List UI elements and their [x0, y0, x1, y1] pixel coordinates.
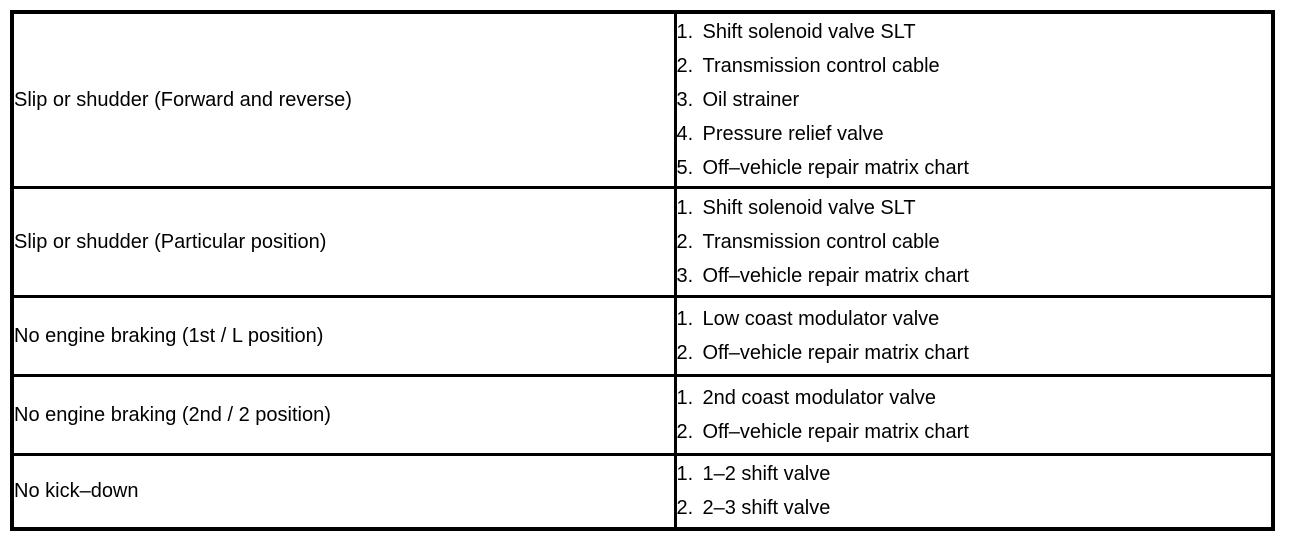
suspect-areas-cell: 1. Low coast modulator valve 2. Off–vehicle… — [673, 294, 1275, 377]
suspect-area-item: 2. 2–3 shift valve — [677, 491, 1272, 525]
table-body: Slip or shudder (Forward and reverse) 1. S… — [10, 10, 1275, 531]
suspect-area-number: 2. — [676, 420, 694, 443]
suspect-area-number: 2. — [676, 341, 694, 364]
suspect-area-label: Pressure relief valve — [702, 122, 884, 145]
suspect-area-label: 1–2 shift valve — [702, 463, 831, 486]
suspect-area-number: 2. — [676, 54, 694, 77]
suspect-area-item: 1. 2nd coast modulator valve — [677, 381, 1272, 415]
suspect-area-item: 5. Off–vehicle repair matrix chart — [677, 151, 1272, 185]
troubleshooting-table: Slip or shudder (Forward and reverse) 1. S… — [10, 10, 1275, 531]
symptom-cell: Slip or shudder (Particular position) — [10, 185, 677, 298]
symptom-text: Slip or shudder (Particular position) — [14, 230, 327, 253]
suspect-area-label: 2nd coast modulator valve — [702, 386, 936, 409]
suspect-area-item: 4. Pressure relief valve — [677, 117, 1272, 151]
table-row: No kick–down 1. 1–2 shift valve 2. 2–3 shift… — [10, 452, 1275, 531]
symptom-cell: Slip or shudder (Forward and reverse) — [10, 10, 677, 189]
table-row: Slip or shudder (Forward and reverse) 1. S… — [10, 10, 1275, 189]
suspect-area-label: Off–vehicle repair matrix chart — [702, 341, 969, 364]
suspect-area-number: 5. — [676, 156, 694, 179]
suspect-area-item: 1. 1–2 shift valve — [677, 457, 1272, 491]
suspect-area-item: 3. Off–vehicle repair matrix chart — [677, 259, 1272, 293]
symptom-text: No engine braking (1st / L position) — [14, 324, 324, 347]
table-row: No engine braking (2nd / 2 position) 1. 2n… — [10, 373, 1275, 456]
suspect-area-label: Transmission control cable — [702, 54, 940, 77]
symptom-text: No engine braking (2nd / 2 position) — [14, 403, 331, 426]
suspect-area-label: 2–3 shift valve — [702, 497, 831, 520]
suspect-areas-cell: 1. Shift solenoid valve SLT 2. Transmission… — [673, 10, 1275, 189]
suspect-areas-cell: 1. 1–2 shift valve 2. 2–3 shift valve — [673, 452, 1275, 531]
suspect-area-number: 1. — [676, 463, 694, 486]
suspect-area-label: Low coast modulator valve — [702, 307, 940, 330]
suspect-area-label: Off–vehicle repair matrix chart — [702, 420, 969, 443]
suspect-area-number: 1. — [676, 307, 694, 330]
symptom-text: No kick–down — [14, 480, 139, 503]
suspect-area-label: Off–vehicle repair matrix chart — [702, 156, 969, 179]
suspect-area-label: Shift solenoid valve SLT — [702, 196, 916, 219]
suspect-area-item: 1. Low coast modulator valve — [677, 302, 1272, 336]
suspect-area-item: 2. Transmission control cable — [677, 225, 1272, 259]
suspect-area-item: 3. Oil strainer — [677, 83, 1272, 117]
symptom-cell: No kick–down — [10, 452, 677, 531]
suspect-area-number: 3. — [676, 88, 694, 111]
suspect-area-item: 1. Shift solenoid valve SLT — [677, 191, 1272, 225]
suspect-area-item: 2. Off–vehicle repair matrix chart — [677, 415, 1272, 449]
suspect-areas-cell: 1. Shift solenoid valve SLT 2. Transmission… — [673, 185, 1275, 298]
symptom-cell: No engine braking (1st / L position) — [10, 294, 677, 377]
suspect-areas-cell: 1. 2nd coast modulator valve 2. Off–vehicle… — [673, 373, 1275, 456]
suspect-area-label: Oil strainer — [702, 88, 800, 111]
suspect-area-number: 2. — [676, 497, 694, 520]
suspect-area-item: 2. Transmission control cable — [677, 49, 1272, 83]
suspect-area-number: 1. — [676, 386, 694, 409]
suspect-area-number: 4. — [676, 122, 694, 145]
suspect-area-label: Shift solenoid valve SLT — [702, 20, 916, 43]
table-row: No engine braking (1st / L position) 1. Lo… — [10, 294, 1275, 377]
suspect-area-label: Transmission control cable — [702, 230, 940, 253]
suspect-area-label: Off–vehicle repair matrix chart — [702, 264, 969, 287]
table-row: Slip or shudder (Particular position) 1. S… — [10, 185, 1275, 298]
suspect-area-item: 1. Shift solenoid valve SLT — [677, 15, 1272, 49]
suspect-area-number: 3. — [676, 264, 694, 287]
suspect-area-number: 1. — [676, 196, 694, 219]
suspect-area-number: 2. — [676, 230, 694, 253]
symptom-cell: No engine braking (2nd / 2 position) — [10, 373, 677, 456]
suspect-area-item: 2. Off–vehicle repair matrix chart — [677, 336, 1272, 370]
suspect-area-number: 1. — [676, 20, 694, 43]
symptom-text: Slip or shudder (Forward and reverse) — [14, 88, 352, 111]
